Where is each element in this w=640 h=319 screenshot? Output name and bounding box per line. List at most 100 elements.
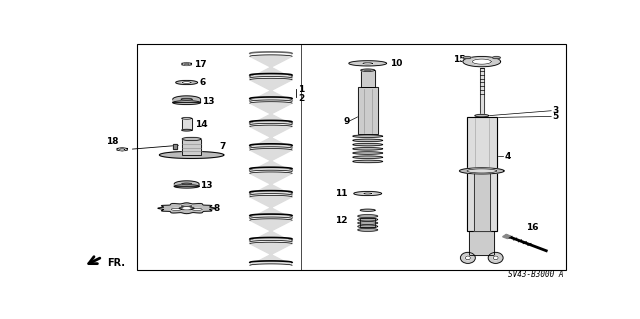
Polygon shape: [250, 195, 292, 219]
Polygon shape: [349, 61, 387, 66]
Polygon shape: [182, 137, 201, 141]
Ellipse shape: [171, 208, 182, 211]
Polygon shape: [182, 117, 191, 119]
Polygon shape: [250, 55, 292, 78]
Bar: [182, 139, 201, 155]
Bar: [502, 234, 511, 239]
Text: 18: 18: [106, 137, 118, 146]
Polygon shape: [353, 152, 383, 154]
Polygon shape: [358, 215, 378, 218]
Bar: [480, 68, 484, 116]
Bar: [469, 231, 494, 255]
Bar: [182, 118, 191, 130]
Polygon shape: [365, 70, 371, 71]
Text: 5: 5: [552, 112, 559, 122]
Polygon shape: [467, 169, 497, 173]
Polygon shape: [250, 219, 292, 242]
Polygon shape: [460, 168, 504, 174]
Polygon shape: [159, 152, 224, 159]
Ellipse shape: [493, 256, 498, 260]
Bar: [137, 44, 566, 271]
Polygon shape: [250, 125, 292, 148]
Text: 2: 2: [298, 94, 304, 103]
Polygon shape: [475, 115, 489, 117]
Text: 11: 11: [335, 189, 348, 198]
Bar: [358, 87, 378, 134]
Polygon shape: [361, 69, 374, 71]
Polygon shape: [354, 191, 381, 196]
Bar: [182, 118, 191, 130]
Polygon shape: [358, 218, 378, 221]
Ellipse shape: [460, 252, 476, 263]
Text: FR.: FR.: [108, 258, 125, 268]
Polygon shape: [250, 102, 292, 125]
Polygon shape: [176, 80, 198, 85]
Polygon shape: [182, 82, 191, 83]
Bar: [467, 117, 497, 231]
Bar: [480, 68, 484, 116]
Ellipse shape: [465, 256, 470, 260]
Polygon shape: [360, 209, 375, 211]
Polygon shape: [353, 156, 383, 159]
Bar: [474, 173, 490, 231]
Polygon shape: [250, 172, 292, 195]
Text: 13: 13: [200, 181, 213, 190]
Bar: [173, 145, 177, 149]
Polygon shape: [182, 129, 191, 131]
Polygon shape: [463, 56, 500, 67]
Text: 9: 9: [344, 117, 350, 126]
Text: 7: 7: [219, 142, 225, 151]
Polygon shape: [364, 193, 372, 194]
Polygon shape: [353, 143, 383, 146]
Polygon shape: [472, 59, 491, 64]
Text: SV43-B3000 A: SV43-B3000 A: [508, 270, 564, 279]
Text: 13: 13: [202, 97, 215, 106]
Bar: [173, 145, 177, 149]
Polygon shape: [358, 225, 378, 228]
Text: 1: 1: [298, 85, 304, 94]
Polygon shape: [184, 63, 189, 65]
Bar: [469, 231, 494, 255]
Polygon shape: [358, 228, 378, 231]
Polygon shape: [158, 203, 216, 214]
Text: 8: 8: [214, 204, 220, 213]
Bar: [361, 70, 374, 87]
Polygon shape: [117, 148, 127, 151]
Polygon shape: [250, 242, 292, 265]
Polygon shape: [173, 96, 200, 103]
Bar: [361, 70, 374, 87]
Ellipse shape: [184, 208, 189, 209]
Text: 16: 16: [527, 223, 539, 232]
Text: 6: 6: [200, 78, 206, 87]
Text: 10: 10: [390, 59, 403, 68]
Polygon shape: [174, 181, 199, 186]
Bar: [467, 117, 497, 231]
Ellipse shape: [191, 208, 202, 211]
Bar: [182, 139, 201, 155]
Ellipse shape: [179, 207, 194, 210]
Ellipse shape: [488, 252, 503, 263]
Polygon shape: [353, 160, 383, 163]
Polygon shape: [182, 63, 191, 66]
Text: 12: 12: [335, 216, 348, 225]
Text: 3: 3: [552, 106, 559, 115]
Polygon shape: [353, 148, 383, 150]
Bar: [474, 173, 490, 231]
Text: 14: 14: [195, 120, 207, 129]
Polygon shape: [174, 185, 199, 188]
Text: 15: 15: [453, 55, 465, 64]
Polygon shape: [181, 98, 192, 100]
Polygon shape: [250, 149, 292, 172]
Bar: [358, 87, 378, 134]
Polygon shape: [353, 135, 383, 137]
Ellipse shape: [492, 56, 500, 59]
Polygon shape: [250, 78, 292, 101]
Polygon shape: [363, 63, 372, 64]
Polygon shape: [358, 221, 378, 225]
Polygon shape: [353, 139, 383, 142]
Bar: [360, 218, 375, 227]
Polygon shape: [120, 149, 125, 150]
Ellipse shape: [463, 56, 471, 59]
Ellipse shape: [181, 205, 192, 207]
Text: 4: 4: [504, 152, 511, 161]
